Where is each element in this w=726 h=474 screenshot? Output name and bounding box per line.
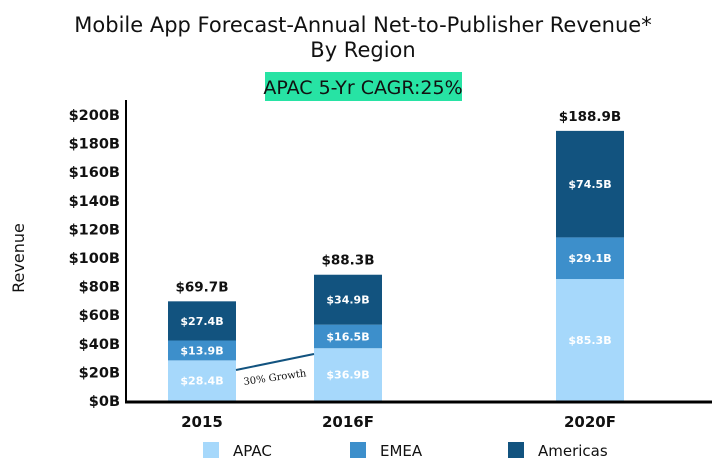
growth-line bbox=[235, 353, 315, 371]
legend-swatch-emea bbox=[350, 442, 366, 458]
segment-label: $13.9B bbox=[180, 344, 223, 357]
bar-segment-americas bbox=[314, 274, 382, 325]
bar-segment-emea bbox=[168, 340, 236, 361]
y-tick-label: $60B bbox=[79, 308, 120, 324]
y-tick-label: $80B bbox=[79, 280, 120, 296]
total-label: $69.7B bbox=[176, 279, 229, 295]
bar-segment-emea bbox=[556, 237, 624, 280]
growth-annotation: 30% Growth bbox=[243, 368, 308, 388]
y-tick-label: $180B bbox=[69, 137, 120, 153]
legend-swatch-apac bbox=[203, 442, 219, 458]
x-tick-label: 2020F bbox=[564, 413, 616, 431]
chart-title: Mobile App Forecast-Annual Net-to-Publis… bbox=[74, 13, 651, 37]
segment-label: $85.3B bbox=[568, 334, 611, 347]
chart-subtitle: By Region bbox=[310, 38, 415, 62]
total-label: $88.3B bbox=[322, 253, 375, 269]
segment-label: $27.4B bbox=[180, 315, 223, 328]
cagr-callout-text: APAC 5-Yr CAGR:25% bbox=[263, 77, 462, 99]
segment-label: $16.5B bbox=[326, 330, 369, 343]
legend-label: EMEA bbox=[380, 442, 423, 460]
y-tick-label: $0B bbox=[89, 394, 120, 410]
y-tick-label: $120B bbox=[69, 222, 120, 238]
segment-label: $74.5B bbox=[568, 178, 611, 191]
y-tick-label: $200B bbox=[69, 108, 120, 124]
segment-label: $34.9B bbox=[326, 294, 369, 307]
segment-label: $29.1B bbox=[568, 252, 611, 265]
bar-segment-emea bbox=[314, 324, 382, 349]
bar-segment-apac bbox=[314, 348, 382, 401]
y-tick-label: $20B bbox=[79, 365, 120, 381]
cagr-callout-box bbox=[265, 72, 462, 101]
bar-segment-americas bbox=[556, 130, 624, 238]
total-label: $188.9B bbox=[559, 109, 621, 125]
bar-segment-americas bbox=[168, 301, 236, 341]
y-tick-label: $40B bbox=[79, 337, 120, 353]
bar-segment-apac bbox=[556, 279, 624, 401]
segment-label: $36.9B bbox=[326, 369, 369, 382]
legend-label: APAC bbox=[233, 442, 272, 460]
x-tick-label: 2015 bbox=[181, 413, 223, 431]
y-tick-label: $140B bbox=[69, 194, 120, 210]
y-tick-label: $100B bbox=[69, 251, 120, 267]
y-axis-label: Revenue bbox=[9, 223, 28, 293]
y-tick-label: $160B bbox=[69, 165, 120, 181]
segment-label: $28.4B bbox=[180, 375, 223, 388]
legend-label: Americas bbox=[538, 442, 608, 460]
x-tick-label: 2016F bbox=[322, 413, 374, 431]
legend-swatch-americas bbox=[508, 442, 524, 458]
bar-segment-apac bbox=[168, 360, 236, 401]
